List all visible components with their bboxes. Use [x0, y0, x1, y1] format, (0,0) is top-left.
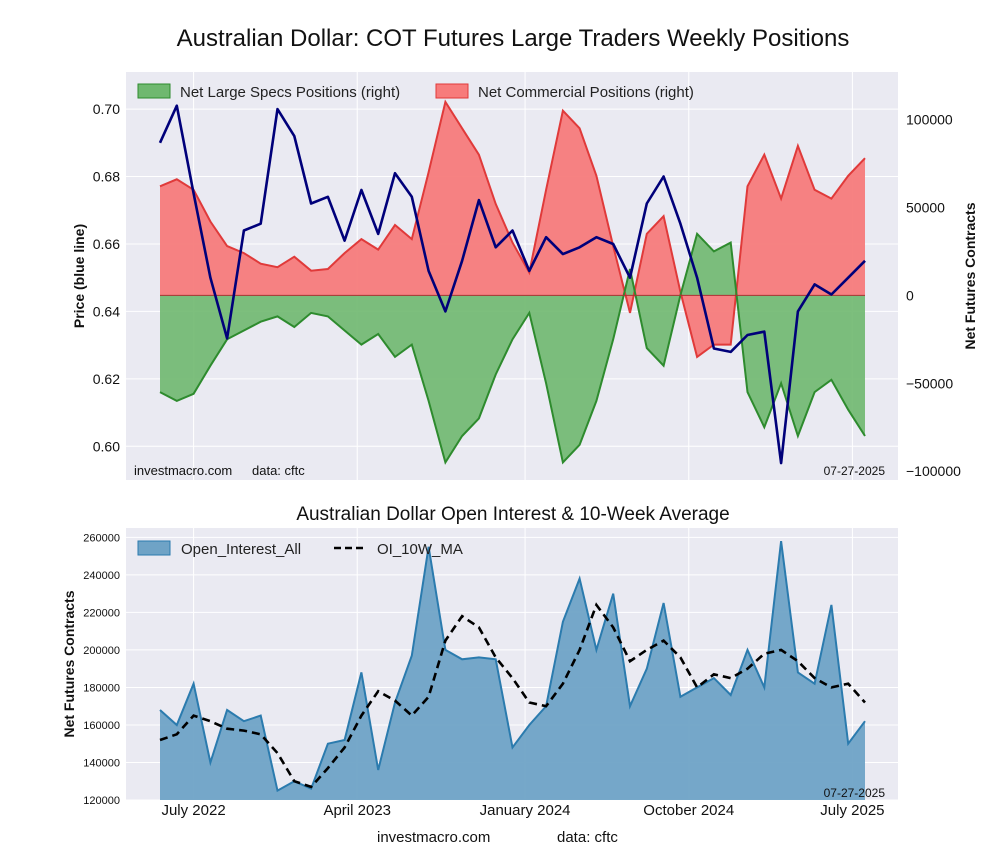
top-y-tick-label: 0.60 — [93, 438, 120, 454]
bottom-areas — [159, 540, 866, 800]
bottom-y-tick-label: 240000 — [83, 570, 120, 582]
top-source-data: data: cftc — [252, 463, 305, 478]
bottom-chart: Australian Dollar Open Interest & 10-Wee… — [61, 504, 898, 819]
top-date-stamp: 07-27-2025 — [824, 464, 886, 478]
bottom-x-tick-label: April 2023 — [323, 802, 391, 819]
open-interest-area — [160, 541, 865, 800]
specs-line — [159, 231, 866, 465]
bottom-x-tick-label: July 2022 — [161, 802, 225, 819]
bottom-y-axis-label: Net Futures Contracts — [61, 590, 77, 737]
top-y-ticks: 0.60 0.62 0.64 0.66 0.68 0.70 — [93, 101, 120, 454]
legend-swatch-commercial — [435, 83, 469, 99]
chart-title: Australian Dollar: COT Futures Large Tra… — [177, 25, 850, 52]
top-y2-tick-label: −50000 — [906, 375, 953, 391]
top-y2-axis-label: Net Futures Contracts — [962, 202, 978, 349]
top-y2-ticks: −100000 −50000 0 50000 100000 — [906, 111, 961, 479]
top-y-axis-label: Price (blue line) — [71, 224, 87, 328]
bottom-date-stamp: 07-27-2025 — [824, 786, 886, 800]
legend-label-open-interest: Open_Interest_All — [181, 541, 301, 558]
specs-area — [160, 233, 865, 463]
footer-site: investmacro.com — [377, 829, 490, 846]
bottom-x-tick-label: July 2025 — [820, 802, 884, 819]
bottom-chart-title: Australian Dollar Open Interest & 10-Wee… — [296, 504, 729, 525]
bottom-legend: Open_Interest_All OI_10W_MA — [137, 540, 463, 558]
top-y-tick-label: 0.66 — [93, 236, 120, 252]
footer-data-source: data: cftc — [557, 829, 618, 846]
bottom-y-ticks: 120000 140000 160000 180000 200000 220000 2400… — [83, 532, 120, 807]
top-areas — [159, 99, 866, 465]
bottom-y-tick-label: 200000 — [83, 645, 120, 657]
top-source-site: investmacro.com — [134, 463, 232, 478]
legend-swatch-specs — [137, 83, 171, 99]
legend-label-specs: Net Large Specs Positions (right) — [180, 84, 400, 101]
bottom-x-ticks: July 2022 April 2023 January 2024 October 2… — [161, 802, 884, 819]
ma-line — [159, 602, 866, 789]
top-y2-tick-label: −100000 — [906, 463, 961, 479]
bottom-y-tick-label: 260000 — [83, 532, 120, 544]
top-price-line-group — [158, 104, 866, 465]
top-y-tick-label: 0.68 — [93, 169, 120, 185]
bottom-y-tick-label: 220000 — [83, 607, 120, 619]
top-y2-tick-label: 100000 — [906, 111, 953, 127]
top-y2-tick-label: 0 — [906, 287, 914, 303]
legend-label-ma: OI_10W_MA — [377, 541, 463, 558]
top-y-tick-label: 0.62 — [93, 371, 120, 387]
bottom-y-tick-label: 180000 — [83, 682, 120, 694]
bottom-y-tick-label: 140000 — [83, 757, 120, 769]
top-y-tick-label: 0.70 — [93, 101, 120, 117]
top-y-tick-label: 0.64 — [93, 303, 120, 319]
bottom-x-tick-label: January 2024 — [480, 802, 571, 819]
bottom-x-tick-label: October 2024 — [643, 802, 734, 819]
commercial-area — [160, 101, 865, 357]
commercial-line — [159, 99, 866, 359]
legend-swatch-open-interest — [137, 540, 171, 556]
top-chart: 0.60 0.62 0.64 0.66 0.68 0.70 −100000 −50000 0 5… — [71, 72, 978, 480]
top-y2-tick-label: 50000 — [906, 199, 945, 215]
top-legend: Net Large Specs Positions (right) Net Co… — [137, 83, 694, 101]
legend-label-commercial: Net Commercial Positions (right) — [478, 84, 694, 101]
open-interest-line — [159, 540, 866, 793]
bottom-y-tick-label: 160000 — [83, 720, 120, 732]
bottom-y-tick-label: 120000 — [83, 795, 120, 807]
